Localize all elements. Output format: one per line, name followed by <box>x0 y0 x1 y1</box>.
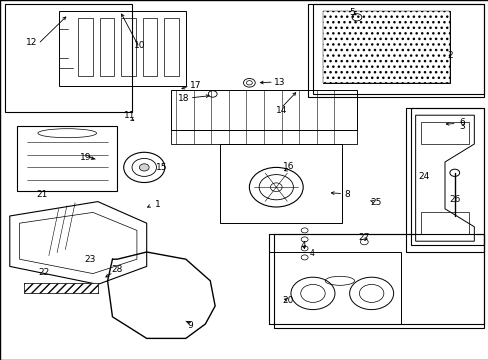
Text: 14: 14 <box>275 107 286 116</box>
Text: 9: 9 <box>187 321 193 330</box>
Bar <box>268 252 400 324</box>
Text: 4: 4 <box>300 241 305 250</box>
Polygon shape <box>10 202 146 284</box>
Bar <box>410 108 483 245</box>
Bar <box>17 126 117 191</box>
Text: 11: 11 <box>123 111 135 120</box>
Bar <box>59 11 185 86</box>
Bar <box>220 144 342 223</box>
Text: 24: 24 <box>418 172 429 181</box>
Circle shape <box>139 164 149 171</box>
Text: 5: 5 <box>348 8 354 17</box>
Polygon shape <box>20 212 137 274</box>
Text: 4: 4 <box>309 249 314 258</box>
Bar <box>24 283 98 293</box>
Bar <box>142 18 157 76</box>
Polygon shape <box>415 115 473 241</box>
Text: 12: 12 <box>26 38 38 47</box>
Bar <box>268 234 483 324</box>
Bar <box>24 283 98 293</box>
Text: 20: 20 <box>282 296 294 305</box>
Bar <box>100 18 114 76</box>
Text: 1: 1 <box>154 200 160 209</box>
Bar <box>307 4 483 97</box>
Text: 15: 15 <box>155 163 167 172</box>
Text: 3: 3 <box>458 122 464 131</box>
Bar <box>164 18 179 76</box>
Text: 22: 22 <box>38 269 50 277</box>
Text: 2: 2 <box>446 51 452 60</box>
Text: 19: 19 <box>80 153 91 162</box>
Bar <box>405 108 483 252</box>
Bar <box>171 130 356 144</box>
Circle shape <box>246 81 252 85</box>
Text: 10: 10 <box>133 41 145 50</box>
Text: 6: 6 <box>458 118 464 127</box>
Text: 23: 23 <box>84 256 96 264</box>
Bar <box>5 4 132 112</box>
Text: 27: 27 <box>358 233 369 242</box>
Text: 26: 26 <box>448 195 460 204</box>
Text: 8: 8 <box>344 190 349 199</box>
Text: 21: 21 <box>36 190 47 199</box>
Bar <box>420 122 468 144</box>
Text: 13: 13 <box>273 78 285 87</box>
Bar <box>121 18 136 76</box>
Bar <box>322 11 449 83</box>
Text: 18: 18 <box>178 94 189 103</box>
Bar <box>322 11 449 83</box>
Bar <box>420 212 468 234</box>
Text: 16: 16 <box>282 162 294 171</box>
Text: 28: 28 <box>111 265 123 274</box>
Text: 17: 17 <box>189 81 201 90</box>
Bar <box>273 234 483 328</box>
Text: 25: 25 <box>370 198 382 207</box>
Bar <box>312 4 483 94</box>
Bar <box>171 90 356 130</box>
Bar <box>78 18 93 76</box>
